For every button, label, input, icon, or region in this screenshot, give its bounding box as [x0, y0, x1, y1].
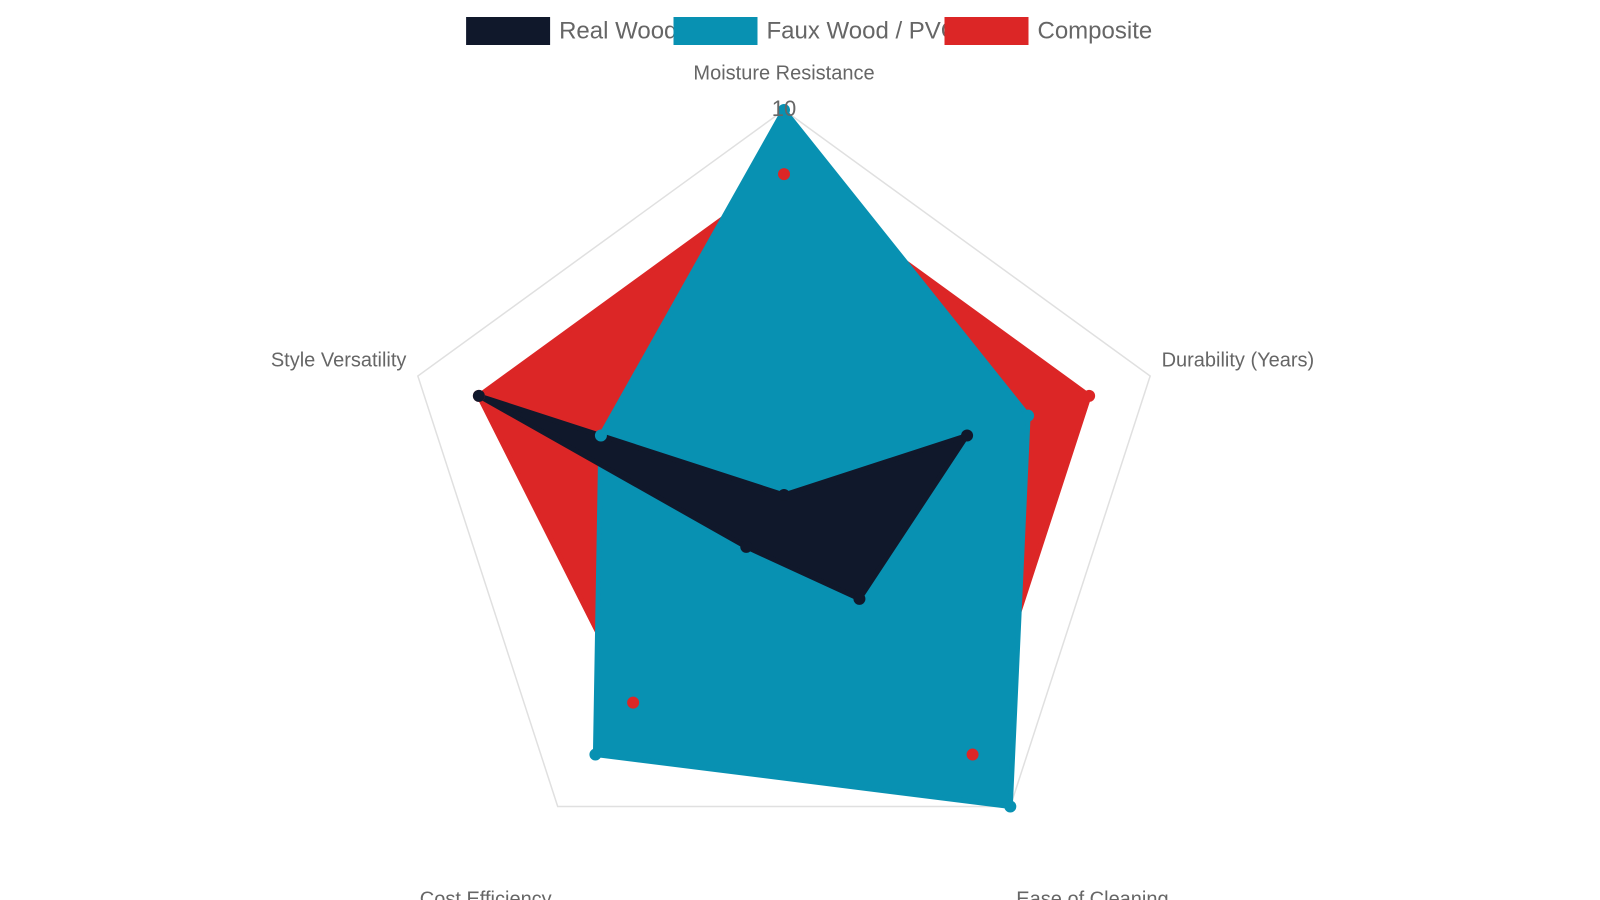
data-point — [778, 168, 790, 181]
data-point — [1004, 800, 1017, 813]
data-point — [1083, 389, 1096, 402]
r-tick-label: 10 — [772, 96, 796, 121]
data-point — [589, 748, 602, 761]
legend-label: Real Wood — [559, 17, 677, 44]
axis-label: Ease of Cleaning — [1016, 888, 1168, 900]
axis-label: Moisture Resistance — [693, 62, 874, 84]
data-point — [853, 592, 866, 605]
data-point — [472, 389, 485, 402]
legend-swatch — [944, 17, 1029, 45]
axis-label: Cost Efficiency — [420, 888, 552, 900]
legend-label: Faux Wood / PVC — [767, 17, 959, 44]
legend-swatch — [673, 17, 758, 45]
grid-outline — [416, 109, 1152, 808]
data-point — [740, 540, 753, 553]
data-point — [627, 696, 640, 709]
data-point — [594, 429, 607, 442]
legend: Real Wood Faux Wood / PVC Composite — [466, 17, 1152, 45]
axis-label: Durability (Years) — [1162, 349, 1315, 371]
series-area — [476, 393, 970, 602]
legend-label: Composite — [1038, 17, 1153, 44]
data-point — [1022, 409, 1035, 422]
legend-swatch — [466, 17, 551, 45]
axis-label: Style Versatility — [271, 349, 407, 371]
data-point — [966, 748, 979, 761]
data-point — [961, 429, 974, 442]
data-point — [778, 104, 790, 116]
series-area — [592, 107, 1031, 809]
data-point — [778, 489, 790, 501]
